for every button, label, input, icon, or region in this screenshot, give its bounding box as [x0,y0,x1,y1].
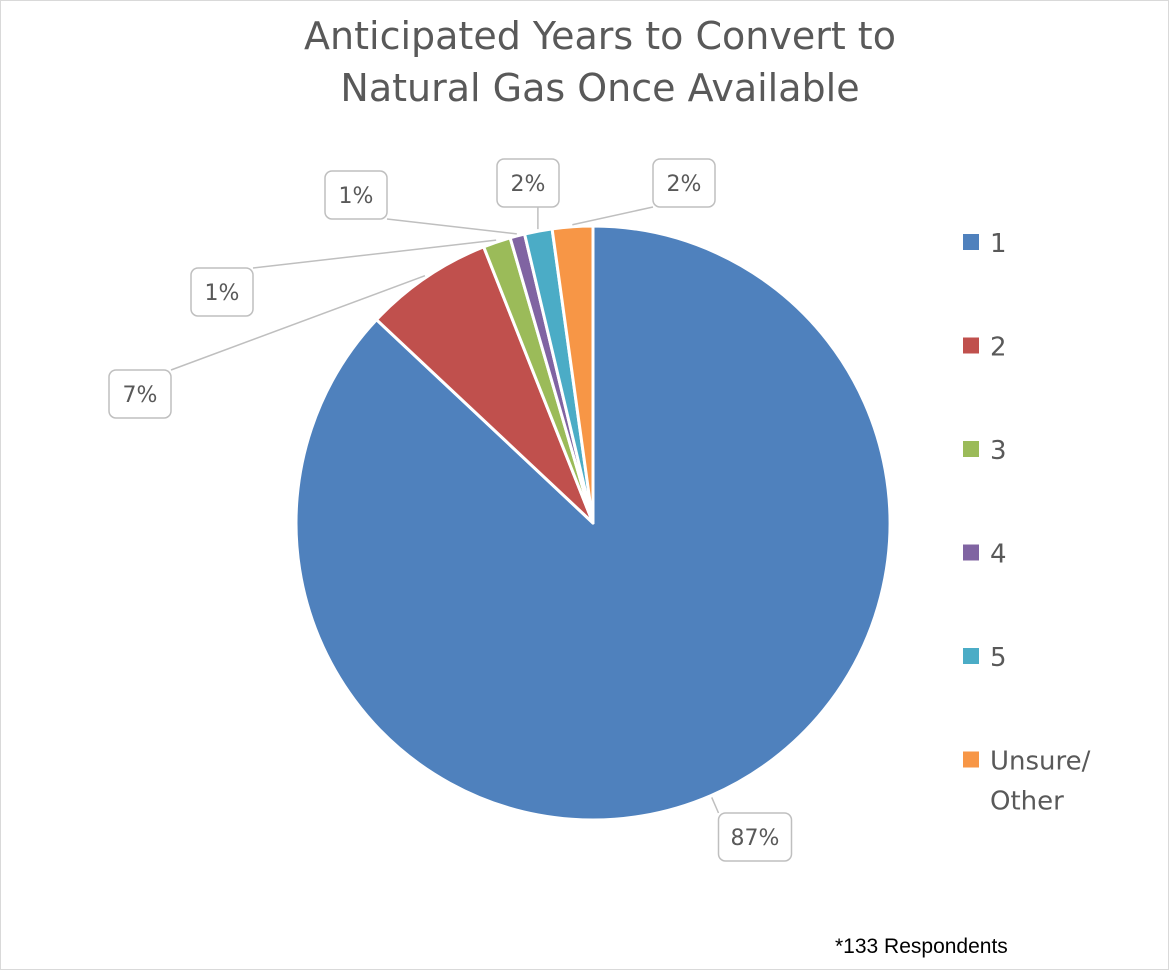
leader-line-3 [252,239,497,269]
pie-slice-unsure-other [550,224,595,525]
data-label-box-unsure-other [652,158,716,208]
legend-label-3: 3 [990,436,1007,466]
data-label-2: 7% [123,383,158,408]
pie-slices [294,224,892,822]
data-label-unsure-other: 2% [667,172,702,197]
leader-lines [170,206,720,814]
legend-marker-2 [963,337,979,354]
legend-marker-3 [963,441,979,457]
data-label-box-5 [496,158,560,208]
legend-label-unsure-other-line-1: Unsure/ [990,747,1091,777]
leader-line-4 [386,218,517,235]
data-label-3: 1% [205,281,240,306]
legend-label-5: 5 [990,643,1007,673]
data-label-5: 2% [511,172,546,197]
chart-title: Anticipated Years to Convert to Natural … [230,10,970,114]
leader-line-unsure-other [572,206,654,226]
data-label-box-1 [717,812,793,862]
legend-label-2: 2 [990,333,1007,363]
legend-marker-4 [963,544,979,561]
data-labels: 87% 7% 1% 1% 2% 2% [108,158,793,862]
pie-slice-2 [375,245,595,525]
legend-label-4: 4 [990,540,1007,570]
leader-line-1 [711,797,720,814]
legend-marker-1 [963,234,979,250]
data-label-box-4 [324,170,388,220]
data-label-1: 87% [731,826,780,851]
chart-title-line-1: Anticipated Years to Convert to [304,14,896,58]
respondents-footnote: *133 Respondents [835,935,1008,958]
legend-marker-5 [963,648,979,664]
data-label-4: 1% [339,184,374,209]
legend-marker-unsure-other [963,751,979,768]
legend-label-unsure-other-line-2: Other [990,787,1064,817]
legend-label-1: 1 [990,229,1007,259]
legend: 1 2 3 4 5 Unsure/Other [963,229,1091,817]
chart-title-line-2: Natural Gas Once Available [340,66,860,110]
data-label-box-2 [108,369,172,419]
data-label-box-3 [190,267,254,317]
leader-line-2 [170,274,426,371]
